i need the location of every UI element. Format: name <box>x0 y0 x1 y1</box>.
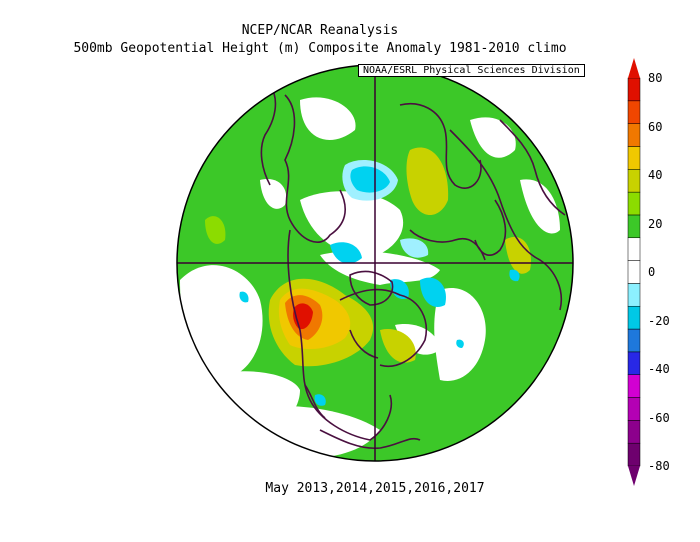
colorbar-segment <box>627 283 641 307</box>
anomaly-40-area <box>406 147 449 215</box>
anomaly-40-area <box>380 329 416 363</box>
negative-anomaly-area <box>330 242 362 264</box>
colorbar-tick-label: 60 <box>648 119 663 134</box>
near-zero-area <box>470 117 516 158</box>
colorbar-bottom-arrow <box>628 466 640 486</box>
colorbar-tick-label: 0 <box>648 265 656 279</box>
negative-anomaly-area <box>314 394 326 406</box>
colorbar-top-arrow <box>628 58 640 78</box>
colorbar-segment <box>627 237 641 261</box>
negative-anomaly-area <box>456 339 464 348</box>
near-zero-area <box>520 179 560 234</box>
colorbar-tick-label: 20 <box>648 216 663 231</box>
map-title: NCEP/NCAR Reanalysis <box>241 23 399 38</box>
coastlines <box>260 84 566 450</box>
anomaly-40-area <box>505 236 531 274</box>
near-zero-area <box>260 179 287 209</box>
near-zero-area <box>300 97 356 140</box>
colorbar-tick-label: -60 <box>648 410 670 425</box>
colorbar-segment <box>627 351 641 375</box>
negative-anomaly-area <box>390 279 409 300</box>
negative-anomaly-area <box>400 238 429 258</box>
colorbar-segment <box>627 328 641 353</box>
colorbar-segment <box>627 374 641 398</box>
colorbar-segment <box>627 77 641 102</box>
negative-anomaly-area <box>350 166 390 193</box>
near-zero-area <box>434 288 486 381</box>
colorbar-segment <box>627 191 641 216</box>
colorbar-segment <box>627 397 641 421</box>
colorbar-tick-label: -80 <box>648 459 670 473</box>
negative-anomaly-area <box>509 269 520 282</box>
colorbar-tick-label: 80 <box>648 71 663 85</box>
colorbar-segment <box>627 214 641 239</box>
negative-anomaly-area <box>239 291 249 303</box>
colorbar-segment <box>627 442 641 467</box>
credit-label: NOAA/ESRL Physical Sciences Division <box>358 64 585 77</box>
colorbar-segment <box>627 420 641 444</box>
colorbar-segment <box>627 146 641 170</box>
colorbar-segment <box>627 260 641 284</box>
anomaly-40-area <box>205 216 226 244</box>
colorbar-segment <box>627 305 641 330</box>
negative-anomaly-area <box>420 277 446 308</box>
colorbar-segment <box>627 169 641 193</box>
colorbar-tick-label: 40 <box>648 168 663 182</box>
colorbar-tick-label: -40 <box>648 362 670 376</box>
colorbar-segment <box>627 100 641 124</box>
colorbar-segment <box>627 123 641 147</box>
near-zero-area <box>300 191 404 258</box>
map-subtitle: 500mb Geopotential Height (m) Composite … <box>73 41 567 56</box>
colorbar-tick-label: -20 <box>648 313 670 328</box>
time-period-label: May 2013,2014,2015,2016,2017 <box>265 481 485 496</box>
near-zero-area <box>395 324 440 355</box>
